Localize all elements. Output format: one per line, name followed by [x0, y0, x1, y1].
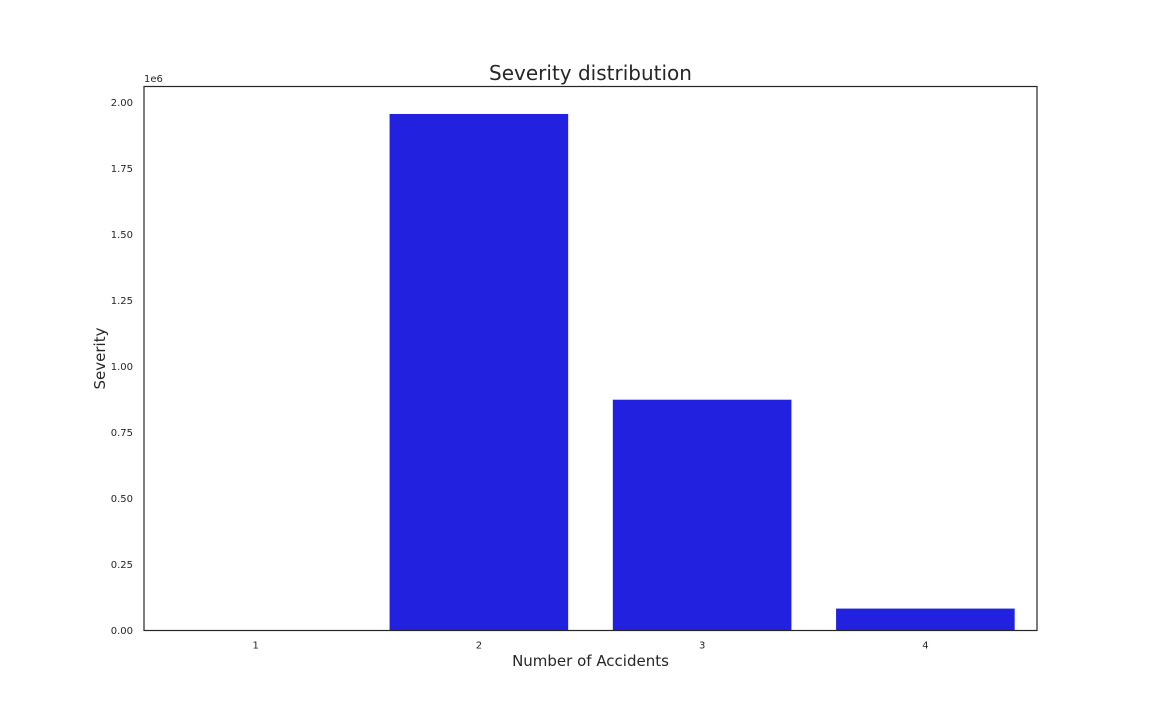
x-tick-label: 3 — [699, 641, 705, 652]
y-tick-label: 1.00 — [111, 362, 133, 373]
y-tick-label: 0.25 — [111, 560, 133, 571]
x-axis-ticks: 1 2 3 4 — [252, 641, 928, 652]
y-tick-label: 0.00 — [111, 626, 133, 637]
y-axis-label: Severity — [91, 327, 109, 389]
y-tick-label: 1.50 — [111, 230, 133, 241]
x-tick-label: 1 — [252, 641, 258, 652]
y-tick-label: 2.00 — [111, 98, 133, 109]
bar-3 — [612, 399, 792, 631]
y-tick-label: 1.75 — [111, 164, 133, 175]
y-axis-offset-label: 1e6 — [144, 74, 163, 85]
x-tick-label: 2 — [476, 641, 482, 652]
plot-area-frame — [143, 85, 1038, 632]
bar-2 — [389, 113, 569, 631]
y-axis-ticks: 0.00 0.25 0.50 0.75 1.00 1.25 1.50 1.75 2.00 — [111, 98, 133, 637]
bar-4 — [836, 608, 1015, 631]
x-axis-label: Number of Accidents — [512, 652, 669, 670]
chart-title: Severity distribution — [489, 61, 692, 85]
x-tick-label: 4 — [922, 641, 928, 652]
bars-layer — [389, 113, 1015, 631]
y-tick-label: 1.25 — [111, 296, 133, 307]
y-tick-label: 0.50 — [111, 494, 133, 505]
y-tick-label: 0.75 — [111, 428, 133, 439]
